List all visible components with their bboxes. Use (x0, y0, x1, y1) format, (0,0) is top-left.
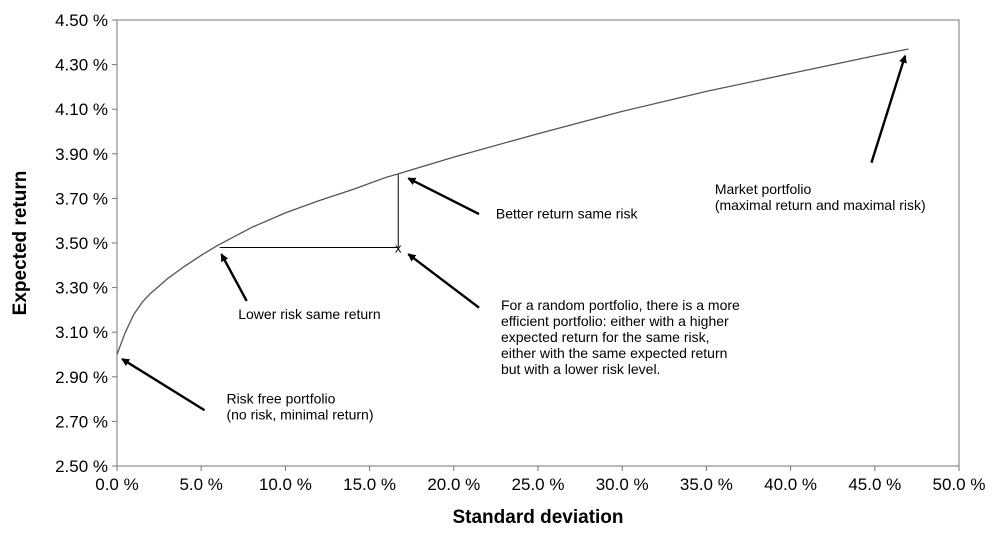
y-tick-label-8: 4.10 % (55, 100, 108, 119)
market-portfolio-arrow (870, 54, 907, 164)
risk-free-arrow (121, 357, 206, 412)
x-axis-title: Standard deviation (452, 507, 623, 528)
x-tick-label-5: 25.0 % (512, 475, 565, 494)
y-tick-label-4: 3.30 % (55, 279, 108, 298)
y-tick-label-2: 2.90 % (55, 368, 108, 387)
efficient-frontier-line-0 (116, 48, 909, 355)
annotations-layer: Risk free portfolio(no risk, minimal ret… (121, 54, 926, 423)
x-tick-label-9: 45.0 % (848, 475, 901, 494)
lower-risk-label-line-0: Lower risk same return (238, 306, 380, 322)
x-tick-label-4: 20.0 % (427, 475, 480, 494)
random-portfolio-label-line-0: For a random portfolio, there is a more (501, 297, 740, 313)
y-tick-label-0: 2.50 % (55, 457, 108, 476)
risk-free-label-line-1: (no risk, minimal return) (226, 407, 373, 423)
guide-lines: x (219, 173, 402, 255)
y-tick-label-1: 2.70 % (55, 412, 108, 431)
x-tick-label-0: 0.0 % (95, 475, 138, 494)
y-tick-label-5: 3.50 % (55, 234, 108, 253)
x-tick-label-8: 40.0 % (764, 475, 817, 494)
random-portfolio-marker: x (395, 240, 402, 255)
x-tick-label-10: 50.0 % (933, 475, 986, 494)
random-portfolio-label-line-4: but with a lower risk level. (501, 361, 661, 377)
lower-risk-arrow (220, 253, 248, 302)
market-portfolio-label-line-0: Market portfolio (715, 181, 812, 197)
risk-free-label-line-0: Risk free portfolio (226, 391, 335, 407)
x-tick-label-6: 30.0 % (596, 475, 649, 494)
random-portfolio-label-line-3: either with the same expected return (501, 345, 727, 361)
x-tick-label-1: 5.0 % (179, 475, 222, 494)
random-portfolio-label-line-2: expected return for the same risk, (501, 329, 710, 345)
random-portfolio-label-line-1: efficient portfolio: either with a highe… (501, 313, 729, 329)
series-layer (116, 48, 909, 355)
random-portfolio-arrow (407, 253, 480, 309)
market-portfolio-label-line-1: (maximal return and maximal risk) (715, 197, 926, 213)
x-tick-label-2: 10.0 % (259, 475, 312, 494)
y-axis-title: Expected return (10, 171, 31, 316)
x-tick-label-3: 15.0 % (343, 475, 396, 494)
axis-ticks: 0.0 % 5.0 % 10.0 % 15.0 % 20.0 % 25.0 % 30.0 %… (55, 11, 985, 494)
better-return-arrow (407, 177, 480, 216)
y-tick-label-3: 3.10 % (55, 323, 108, 342)
x-tick-label-7: 35.0 % (680, 475, 733, 494)
y-tick-label-7: 3.90 % (55, 145, 108, 164)
better-return-label-line-0: Better return same risk (496, 205, 639, 221)
y-tick-label-6: 3.70 % (55, 189, 108, 208)
y-tick-label-9: 4.30 % (55, 56, 108, 75)
y-tick-label-10: 4.50 % (55, 11, 108, 30)
